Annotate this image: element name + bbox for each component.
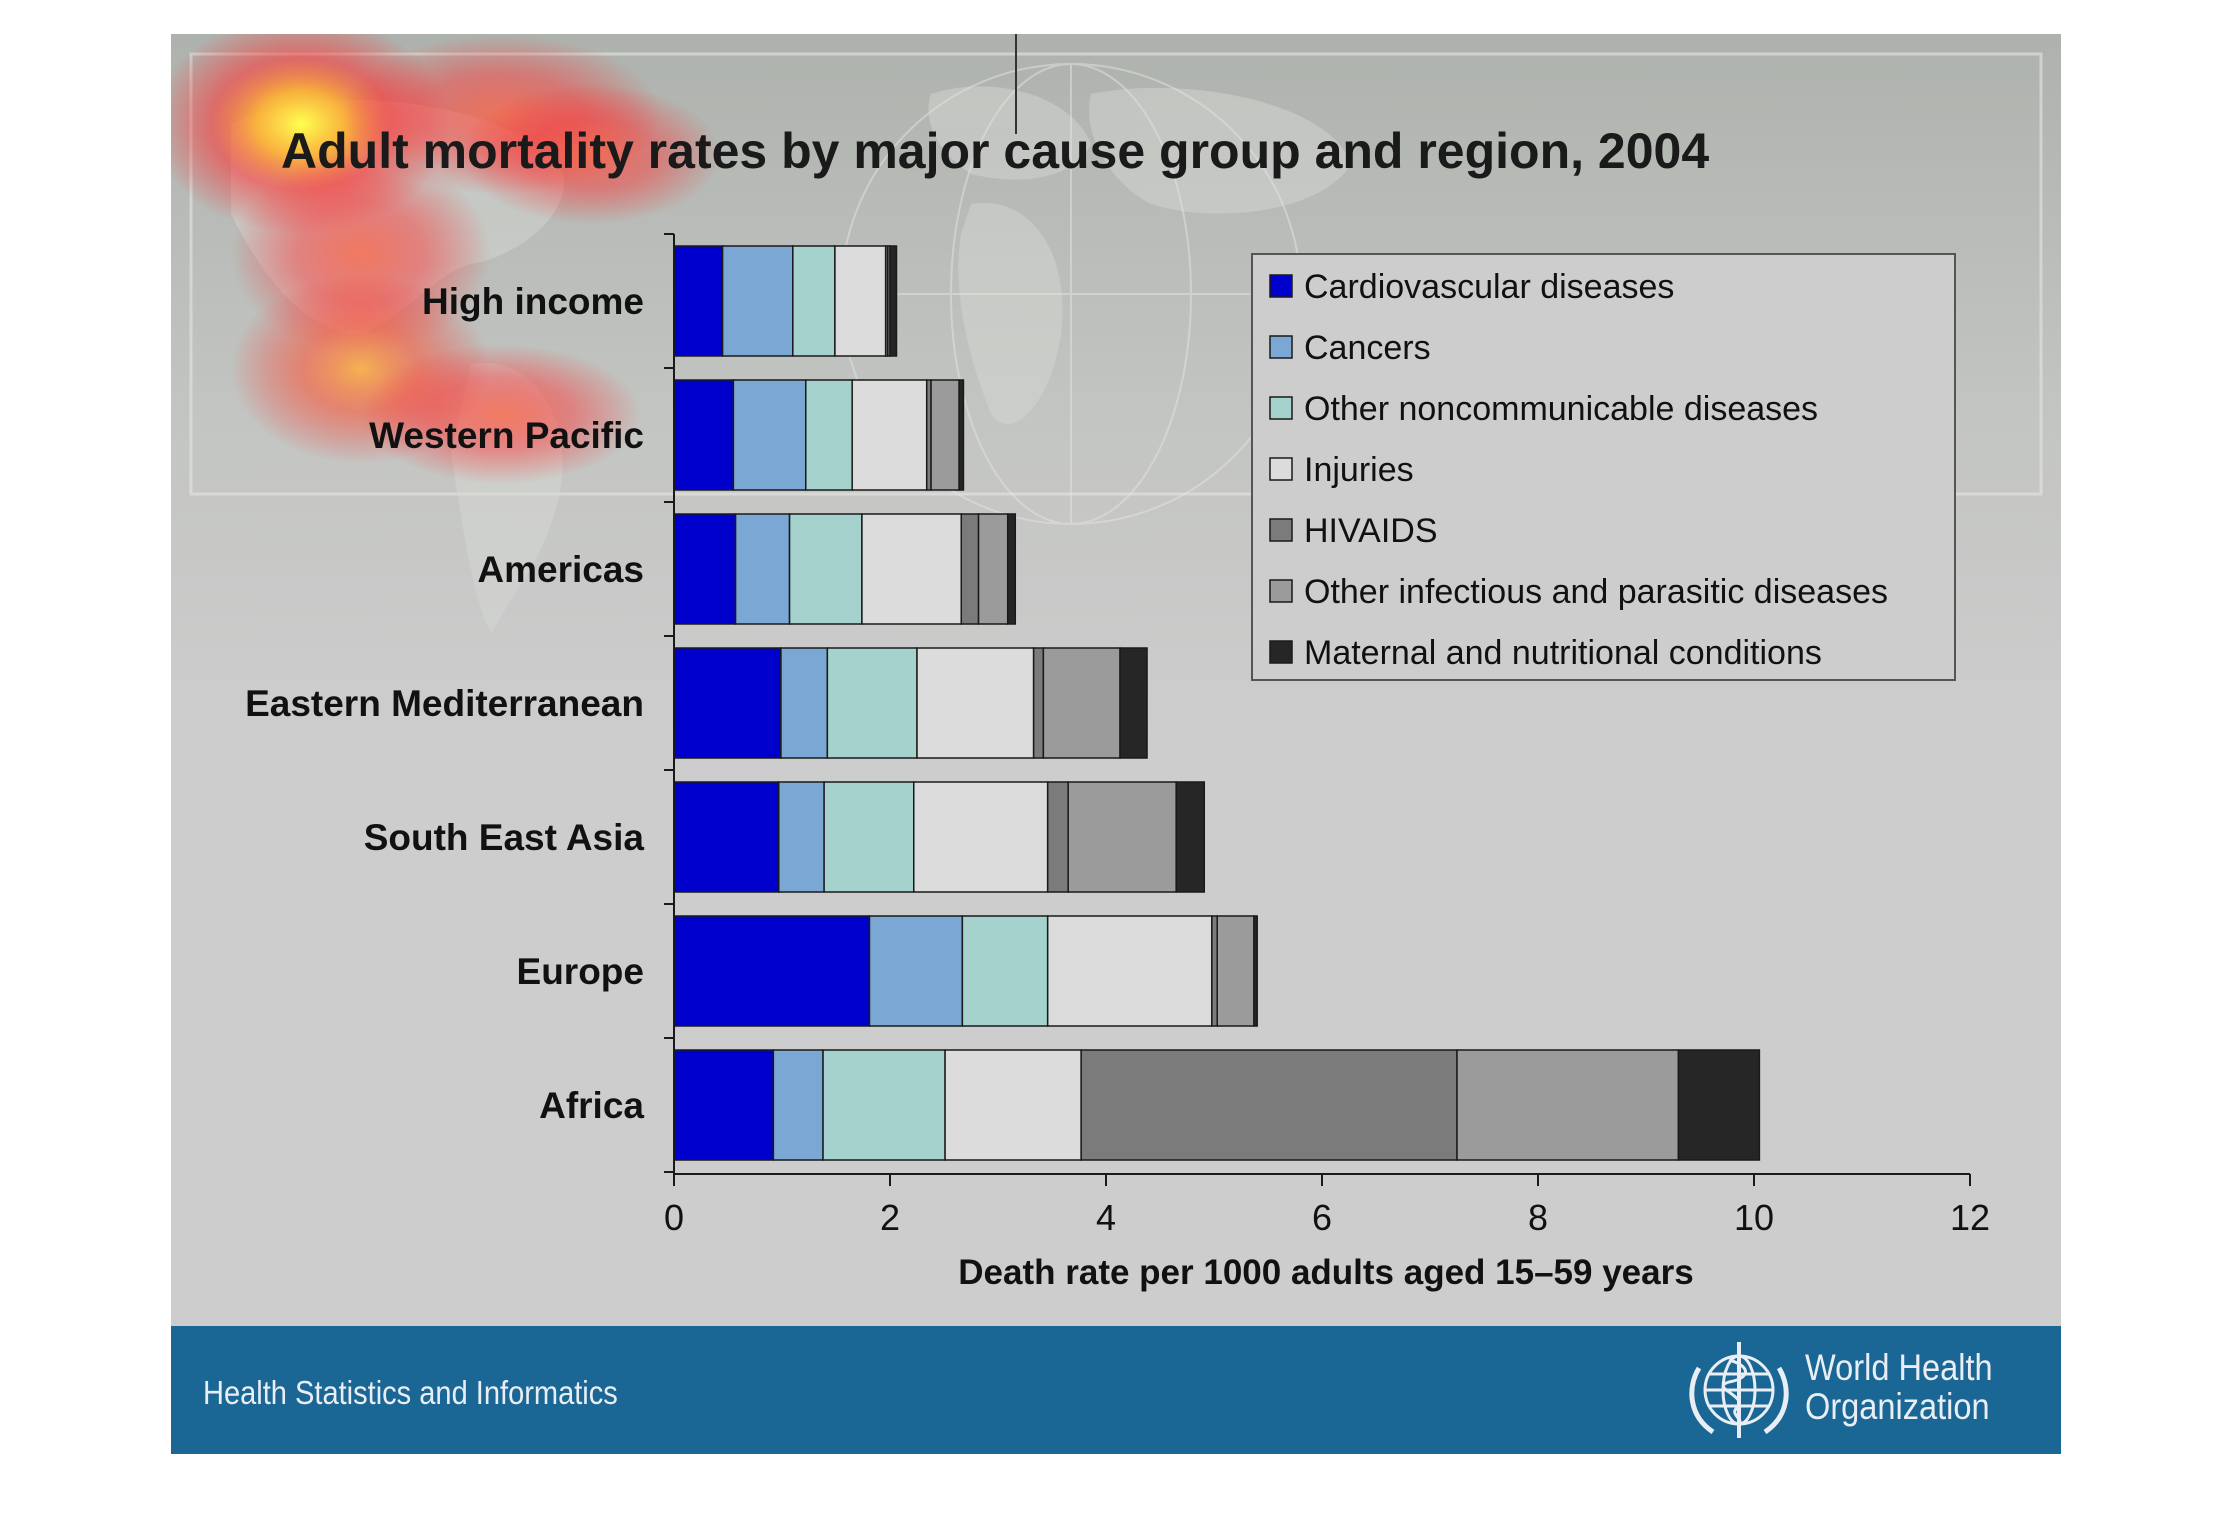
bar-high-income-maternal-and-nutritional-conditions: [889, 245, 898, 357]
bar-americas-hivaids: [960, 513, 980, 625]
category-label-eastern-mediterranean: Eastern Mediterranean: [245, 683, 644, 724]
bar-europe-injuries: [1046, 915, 1213, 1027]
legend-label-maternal-and-nutritional-conditions: Maternal and nutritional conditions: [1304, 634, 1822, 672]
bar-western-pacific-other-noncommunicable-diseases: [805, 379, 853, 491]
bar-south-east-asia-injuries: [913, 781, 1049, 893]
x-tick-label-4: 4: [1096, 1197, 1116, 1238]
bar-eastern-mediterranean-cancers: [780, 647, 829, 759]
bar-americas-cardiovascular-diseases: [673, 513, 737, 625]
legend-label-cardiovascular-diseases: Cardiovascular diseases: [1304, 268, 1674, 306]
bar-africa-maternal-and-nutritional-conditions: [1677, 1049, 1761, 1161]
category-label-americas: Americas: [477, 549, 644, 590]
legend-swatch-other-infectious-and-parasitic-diseases: [1269, 579, 1293, 603]
bar-high-income-cardiovascular-diseases: [673, 245, 724, 357]
bar-eastern-mediterranean-maternal-and-nutritional-conditions: [1119, 647, 1148, 759]
bar-eastern-mediterranean-other-noncommunicable-diseases: [826, 647, 918, 759]
bar-americas-other-infectious-and-parasitic-diseases: [977, 513, 1009, 625]
bar-western-pacific-cardiovascular-diseases: [673, 379, 735, 491]
bar-eastern-mediterranean-other-infectious-and-parasitic-diseases: [1042, 647, 1121, 759]
category-label-south-east-asia: South East Asia: [364, 817, 645, 858]
who-name: World Health Organization: [1805, 1348, 1993, 1426]
chart-title: Adult mortality rates by major cause gro…: [281, 123, 1710, 179]
bar-south-east-asia-other-noncommunicable-diseases: [823, 781, 915, 893]
legend-label-other-infectious-and-parasitic-diseases: Other infectious and parasitic diseases: [1304, 573, 1888, 611]
bar-south-east-asia-maternal-and-nutritional-conditions: [1175, 781, 1206, 893]
bar-africa-hivaids: [1080, 1049, 1458, 1161]
tick-labels: 0 2 4 6 8 10 12: [664, 1197, 1990, 1238]
bar-south-east-asia-cardiovascular-diseases: [673, 781, 780, 893]
x-axis-label: Death rate per 1000 adults aged 15–59 ye…: [958, 1253, 1693, 1292]
bar-western-pacific-maternal-and-nutritional-conditions: [958, 379, 965, 491]
bar-europe-hivaids: [1211, 915, 1218, 1027]
category-label-high-income: High income: [422, 281, 644, 322]
bar-south-east-asia-other-infectious-and-parasitic-diseases: [1067, 781, 1177, 893]
legend-swatch-hivaids: [1269, 518, 1293, 542]
bar-europe-other-infectious-and-parasitic-diseases: [1216, 915, 1255, 1027]
x-tick-label-6: 6: [1312, 1197, 1332, 1238]
x-tick-label-0: 0: [664, 1197, 684, 1238]
bar-europe-other-noncommunicable-diseases: [961, 915, 1049, 1027]
legend-label-injuries: Injuries: [1304, 451, 1414, 489]
legend-swatch-injuries: [1269, 457, 1293, 481]
bar-europe-cardiovascular-diseases: [673, 915, 871, 1027]
bar-western-pacific-injuries: [851, 379, 928, 491]
axes-layer: [664, 233, 1971, 1186]
legend: Cardiovascular diseases Cancers Other nonc…: [1251, 253, 1956, 681]
legend-label-other-noncommunicable-diseases: Other noncommunicable diseases: [1304, 390, 1818, 428]
bar-americas-injuries: [861, 513, 963, 625]
bar-africa-cancers: [772, 1049, 824, 1161]
heatmap-overlay: [171, 34, 721, 484]
bar-south-east-asia-cancers: [778, 781, 825, 893]
bar-western-pacific-other-infectious-and-parasitic-diseases: [930, 379, 960, 491]
legend-label-cancers: Cancers: [1304, 329, 1431, 367]
legend-box: [1251, 253, 1956, 681]
x-tick-label-8: 8: [1528, 1197, 1548, 1238]
bar-africa-cardiovascular-diseases: [673, 1049, 775, 1161]
who-name-line1: World Health: [1805, 1347, 1993, 1388]
legend-swatch-cardiovascular-diseases: [1269, 274, 1293, 298]
who-name-line2: Organization: [1805, 1386, 1990, 1427]
bar-americas-cancers: [734, 513, 791, 625]
bar-high-income-injuries: [834, 245, 887, 357]
bar-high-income-cancers: [721, 245, 794, 357]
category-label-africa: Africa: [539, 1085, 644, 1126]
stacked-bar-chart: High income Western Pacific Americas Easter…: [245, 233, 1990, 1292]
legend-swatch-cancers: [1269, 335, 1293, 359]
bar-eastern-mediterranean-cardiovascular-diseases: [673, 647, 782, 759]
category-labels: High income Western Pacific Americas Easter…: [245, 281, 644, 1126]
who-emblem-icon: [1689, 1342, 1789, 1438]
bar-south-east-asia-hivaids: [1046, 781, 1069, 893]
slide: Adult mortality rates by major cause gro…: [171, 34, 2061, 1454]
legend-label-hivaids: HIVAIDS: [1304, 512, 1438, 550]
bar-americas-maternal-and-nutritional-conditions: [1006, 513, 1017, 625]
category-label-western-pacific: Western Pacific: [369, 415, 644, 456]
x-tick-label-10: 10: [1734, 1197, 1774, 1238]
bar-high-income-other-noncommunicable-diseases: [792, 245, 836, 357]
x-tick-label-12: 12: [1950, 1197, 1990, 1238]
category-label-europe: Europe: [517, 951, 644, 992]
bars-layer: [673, 245, 1761, 1161]
bar-western-pacific-cancers: [732, 379, 807, 491]
x-tick-label-2: 2: [880, 1197, 900, 1238]
legend-swatch-other-noncommunicable-diseases: [1269, 396, 1293, 420]
bar-americas-other-noncommunicable-diseases: [788, 513, 863, 625]
footer-bar: Health Statistics and Informatics World …: [171, 1326, 2061, 1454]
bar-africa-other-infectious-and-parasitic-diseases: [1456, 1049, 1680, 1161]
legend-swatch-maternal-and-nutritional-conditions: [1269, 640, 1293, 664]
bar-africa-other-noncommunicable-diseases: [822, 1049, 946, 1161]
bar-europe-cancers: [868, 915, 964, 1027]
department-name: Health Statistics and Informatics: [203, 1374, 618, 1411]
bar-eastern-mediterranean-hivaids: [1032, 647, 1045, 759]
bar-eastern-mediterranean-injuries: [916, 647, 1035, 759]
bar-europe-maternal-and-nutritional-conditions: [1253, 915, 1258, 1027]
bar-africa-injuries: [944, 1049, 1082, 1161]
